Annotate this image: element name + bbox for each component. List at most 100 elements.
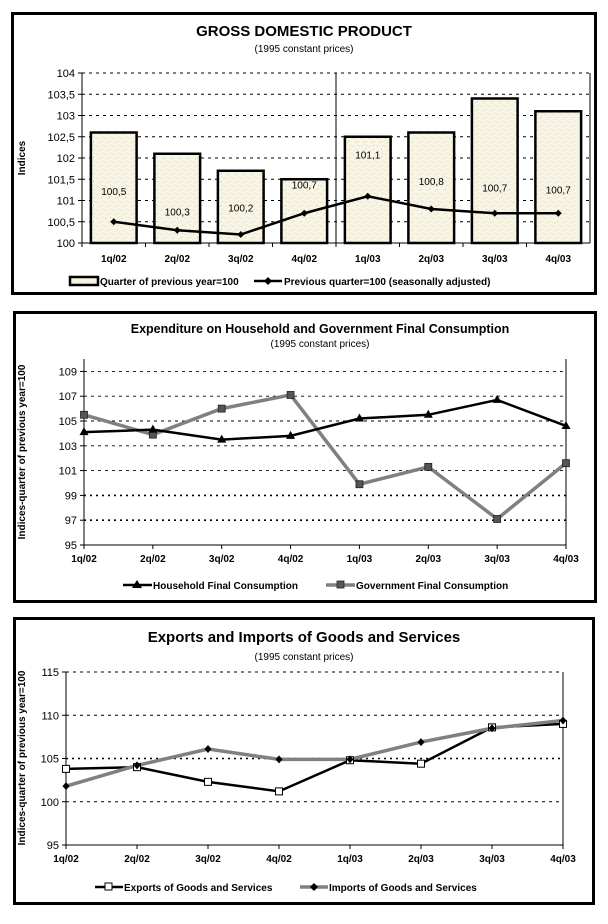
government-point [355,480,364,489]
imports-point [346,755,354,764]
exports-point [62,764,70,773]
trade-title: Exports and Imports of Goods and Service… [148,629,461,646]
y-tick-label: 100 [41,797,59,809]
imports-point [417,738,425,747]
legend-bar-label: Quarter of previous year=100 [100,277,239,288]
data-label: 100,7 [292,180,317,191]
imports-point [133,761,141,770]
government-point [80,410,88,419]
line-series-previous-quarter [113,194,559,236]
line-series-imports [65,718,564,788]
gdp-title: GROSS DOMESTIC PRODUCT [196,23,412,40]
exports-point [204,777,212,786]
legend-government-label: Government Final Consumption [356,581,508,592]
x-category-label: 2q/02 [140,554,166,565]
x-category-label: 3q/03 [482,254,508,265]
exports-point [275,787,283,796]
data-label: 100,3 [165,207,190,218]
x-category-label: 4q/03 [550,854,576,865]
y-tick-label: 95 [47,840,59,852]
imports-point [275,755,283,764]
data-label: 100,8 [419,177,444,188]
y-tick-label: 105 [59,416,77,428]
y-tick-label: 103 [59,441,77,453]
y-tick-label: 102 [57,153,75,165]
line-point [427,205,435,213]
legend-diamond-marker [264,277,272,285]
government-point [562,459,570,468]
x-category-label: 2q/03 [415,554,441,565]
x-category-label: 2q/02 [124,854,150,865]
consumption-title: Expenditure on Household and Government … [131,322,510,336]
gdp-chart: GROSS DOMESTIC PRODUCT (1995 constant pr… [17,23,591,288]
legend-bar-swatch [68,275,100,287]
y-tick-label: 107 [59,391,77,403]
x-category-label: 2q/03 [418,254,444,265]
line-point [491,209,499,217]
y-tick-label: 101 [59,466,77,478]
household-point [148,424,158,433]
household-point [423,409,433,418]
household-point [217,434,227,443]
data-label: 101,1 [355,150,380,161]
data-label: 100,7 [546,185,571,196]
y-tick-label: 105 [41,754,59,766]
data-label: 100,2 [228,204,253,215]
gdp-legend: Quarter of previous year=100 Previous qu… [68,275,490,288]
bar [343,135,392,245]
consumption-chart-frame [13,311,597,603]
line-point [300,209,308,217]
legend-imports-label: Imports of Goods and Services [329,883,477,894]
bar [534,110,583,245]
x-category-label: 1q/02 [101,254,127,265]
x-category-label: 4q/02 [266,854,292,865]
bar [407,131,456,245]
gdp-subtitle: (1995 constant prices) [255,44,354,55]
y-tick-label: 103 [57,111,75,123]
y-tick-label: 97 [65,515,77,527]
consumption-y-axis-label: Indices-quarter of previous year=100 [17,364,28,539]
line-point [110,218,118,226]
imports-point [62,782,70,791]
line-point [173,226,181,234]
bar [216,169,265,245]
household-point [79,427,89,436]
government-point [286,391,295,399]
x-category-label: 2q/02 [164,254,190,265]
legend-triangle-marker [132,580,142,588]
household-point [354,413,364,422]
line-point [364,192,372,200]
x-category-label: 3q/02 [195,854,221,865]
x-category-label: 1q/03 [337,854,363,865]
y-tick-label: 109 [59,366,77,378]
line-series-government [83,393,568,522]
x-category-label: 3q/03 [479,854,505,865]
bar [470,97,519,245]
y-tick-label: 102,5 [47,132,75,144]
legend-square-marker [336,580,345,589]
y-tick-label: 101 [57,196,75,208]
y-tick-label: 104 [57,68,75,80]
consumption-legend: Household Final Consumption Government F… [123,580,508,592]
gdp-y-axis-label: Indices [17,140,28,175]
line-point [554,209,562,217]
legend-diamond-marker [310,883,318,891]
x-category-label: 1q/03 [347,554,373,565]
household-point [561,420,571,429]
x-category-label: 3q/02 [209,554,235,565]
x-category-label: 4q/03 [545,254,571,265]
legend-exports-label: Exports of Goods and Services [124,883,273,894]
imports-point [488,724,496,733]
trade-chart: Exports and Imports of Goods and Service… [17,629,576,894]
y-tick-label: 95 [65,540,77,552]
y-tick-label: 100 [57,238,75,250]
legend-hollow-square-marker [104,882,113,891]
imports-point [559,716,567,725]
x-category-label: 3q/02 [228,254,254,265]
data-label: 100,7 [482,183,507,194]
legend-household-label: Household Final Consumption [153,581,298,592]
exports-point [417,759,425,768]
trade-y-axis-label: Indices-quarter of previous year=100 [17,670,28,845]
x-category-label: 4q/02 [291,254,317,265]
